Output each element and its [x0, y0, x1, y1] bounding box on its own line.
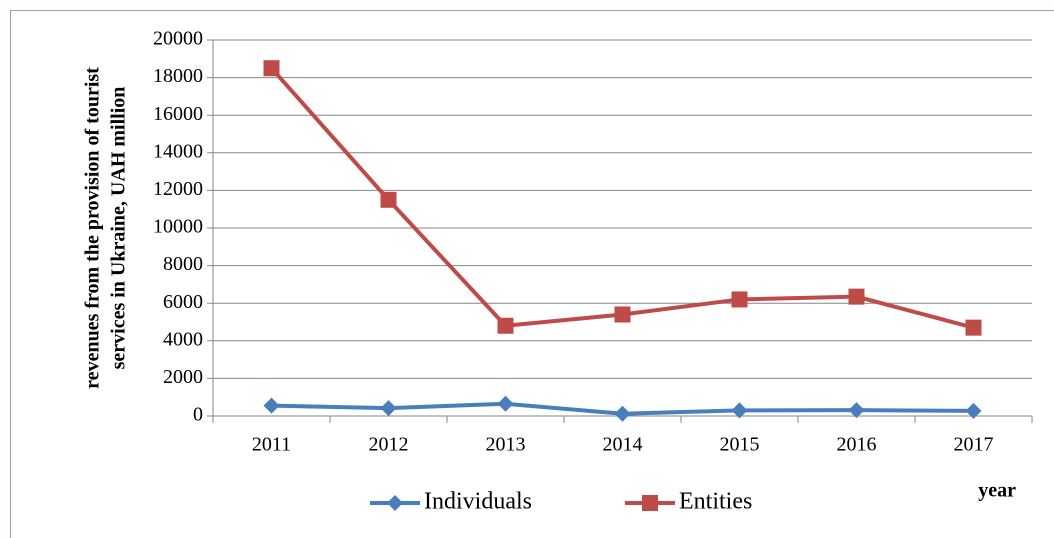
marker	[497, 317, 514, 334]
marker	[965, 319, 982, 336]
marker	[497, 395, 514, 412]
y-tick-label: 20000	[153, 28, 203, 50]
marker	[848, 288, 865, 305]
marker	[263, 60, 280, 77]
y-tick-label: 2000	[163, 366, 203, 388]
y-tick-label: 12000	[153, 178, 203, 200]
y-tick-label: 8000	[163, 253, 203, 275]
series-line	[270, 66, 975, 330]
y-tick-label: 10000	[153, 216, 203, 238]
y-axis-label: services in Ukraine, UAH million	[108, 87, 130, 370]
y-tick-label: 14000	[153, 140, 203, 162]
y-tick-label: 6000	[163, 291, 203, 313]
marker	[965, 402, 982, 419]
marker	[380, 191, 397, 208]
x-tick-label: 2014	[603, 434, 643, 456]
marker	[848, 402, 865, 419]
x-tick-label: 2011	[252, 434, 291, 456]
x-tick-label: 2016	[837, 434, 877, 456]
marker	[614, 405, 631, 422]
marker	[731, 402, 748, 419]
y-axis-label: revenues from the provision of tourist	[82, 67, 104, 389]
y-tick-label: 0	[193, 404, 203, 426]
x-tick-label: 2017	[954, 434, 994, 456]
marker	[614, 306, 631, 323]
x-axis-label: year	[978, 480, 1016, 502]
legend-label: Individuals	[424, 489, 532, 515]
x-tick-label: 2012	[369, 434, 409, 456]
chart-frame	[10, 10, 1054, 538]
x-tick-label: 2015	[720, 434, 760, 456]
marker	[263, 397, 280, 414]
y-tick-label: 16000	[153, 103, 203, 125]
x-tick-label: 2013	[486, 434, 526, 456]
marker	[642, 495, 658, 511]
marker	[380, 400, 397, 417]
marker	[387, 495, 403, 511]
y-tick-label: 18000	[153, 65, 203, 87]
legend-label: Entities	[679, 489, 752, 515]
marker	[731, 291, 748, 308]
y-tick-label: 4000	[163, 328, 203, 350]
